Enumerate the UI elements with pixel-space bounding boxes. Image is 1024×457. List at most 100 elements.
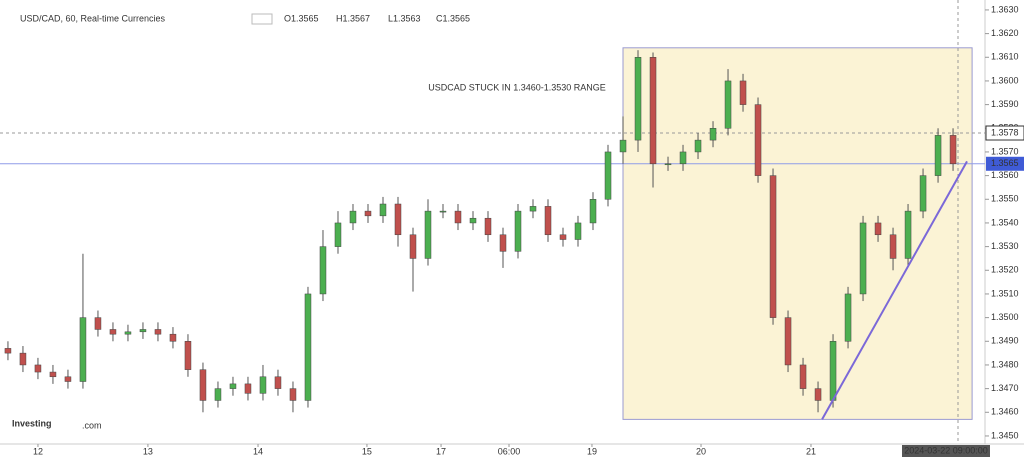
candle-body [784,317,792,366]
candle-body [589,199,597,224]
candle-body [739,80,747,105]
candle-body [754,104,762,176]
x-tick-label: 13 [143,446,153,456]
y-tick-label: 1.3540 [991,217,1019,227]
candle-body [619,139,627,153]
ohlc-value: H1.3567 [336,13,370,23]
y-tick-label: 1.3490 [991,336,1019,346]
candle-body [79,317,87,382]
candle-body [814,388,822,401]
candle-body [334,222,342,247]
candle-body [154,329,162,335]
annotation: USDCAD STUCK IN 1.3460-1.3530 RANGE [428,82,606,92]
candle-body [34,364,42,373]
candle-body [454,210,462,224]
x-tick-label: 21 [806,446,816,456]
candle-body [694,139,702,153]
chart-title: USD/CAD, 60, Real-time Currencies [20,13,166,23]
y-tick-label: 1.3610 [991,52,1019,62]
candle-body [709,128,717,141]
candle-body [439,210,447,213]
last-price-box [986,156,1024,171]
candle-body [94,317,102,330]
candle-body [649,57,657,165]
y-tick-label: 1.3530 [991,241,1019,251]
y-tick-label: 1.3460 [991,407,1019,417]
candle-body [484,217,492,236]
logo-main: Investing [12,418,52,428]
x-tick-label: 17 [436,446,446,456]
candle-body [859,222,867,295]
candle-body [514,210,522,252]
x-tick-label: 06:00 [498,446,521,456]
crosshair-date-box [901,445,990,457]
candle-body [19,352,27,366]
candle-body [64,376,72,382]
y-tick-label: 1.3600 [991,75,1019,85]
y-tick-label: 1.3550 [991,194,1019,204]
candle-body [244,383,252,394]
candle-body [274,376,282,389]
y-tick-label: 1.3620 [991,28,1019,38]
x-tick-label: 19 [587,446,597,456]
last-price-label: 1.3565 [991,158,1019,168]
candle-body [124,331,132,335]
candle-body [139,329,147,333]
candle-body [259,376,267,394]
candle-body [184,341,192,370]
crosshair-price-label: 1.3578 [991,127,1019,137]
y-tick-label: 1.3510 [991,288,1019,298]
candle-body [604,151,612,200]
candle-body [889,234,897,259]
y-tick-label: 1.3520 [991,265,1019,275]
x-tick-label: 14 [253,446,263,456]
y-tick-label: 1.3570 [991,146,1019,156]
candle-body [799,364,807,389]
candle-body [364,210,372,217]
y-tick-label: 1.3450 [991,430,1019,440]
x-tick-label: 20 [696,446,706,456]
crosshair-date-label: 2024-03-22 09:00:00 [904,445,988,455]
candle-body [949,135,957,165]
header-icons [251,13,273,25]
logo-suffix: .com [82,420,102,430]
candle-body [769,175,777,318]
candle-body [229,383,237,389]
candle-body [934,135,942,176]
x-tick-label: 15 [362,446,372,456]
candle-body [679,151,687,165]
candle-body [724,80,732,129]
candle-body [319,246,327,295]
candle-body [634,57,642,141]
crosshair-price-box [985,125,1024,141]
y-tick-label: 1.3630 [991,4,1019,14]
candle-body [289,388,297,401]
y-tick-label: 1.3500 [991,312,1019,322]
y-tick-label: 1.3590 [991,99,1019,109]
candle-body [4,348,12,354]
ohlc-value: L1.3563 [388,13,421,23]
candle-body [394,203,402,236]
candle-body [349,210,357,224]
candle-body [529,206,537,212]
y-tick-label: 1.3480 [991,359,1019,369]
candle-body [424,210,432,259]
candle-body [574,222,582,240]
candle-body [379,203,387,217]
candle-body [409,234,417,259]
candle-body [109,329,117,335]
candle-body [829,341,837,401]
candle-body [214,388,222,401]
y-tick-label: 1.3470 [991,383,1019,393]
candle-body [544,206,552,236]
candle-body [49,371,57,378]
candle-body [904,210,912,259]
candle-body [874,222,882,236]
candle-body [844,293,852,342]
candle-body [499,234,507,252]
trendline [821,160,968,420]
ohlc-value: O1.3565 [284,13,319,23]
range-box [622,47,973,420]
candle-body [469,217,477,224]
